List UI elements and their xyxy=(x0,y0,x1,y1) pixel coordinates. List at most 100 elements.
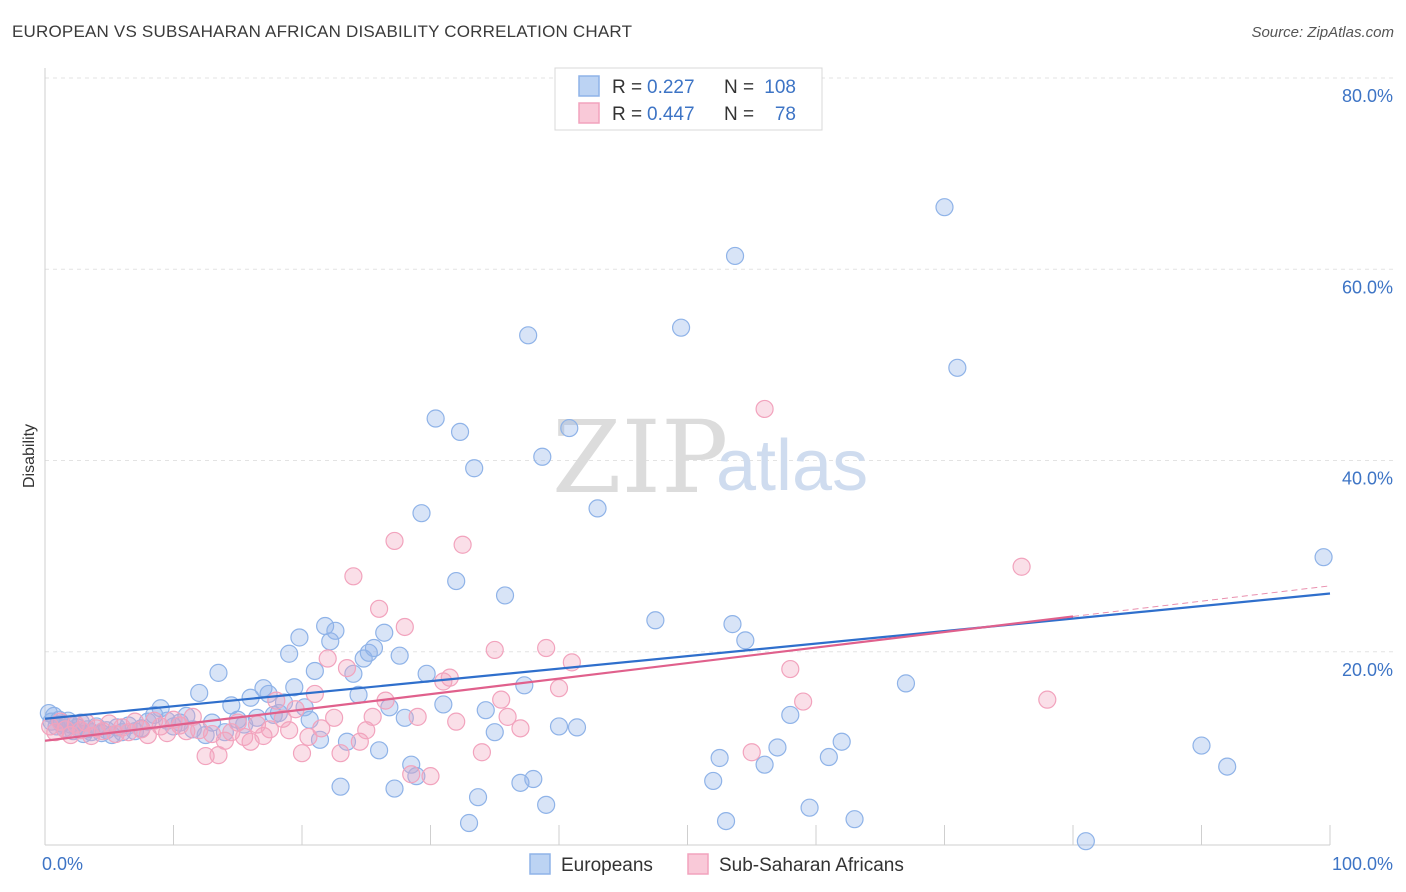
european-point xyxy=(370,741,389,760)
y-tick-labels: 20.0% 40.0% 60.0% 80.0% xyxy=(1342,86,1393,680)
watermark-zip: ZIP xyxy=(552,399,728,516)
subsaharan-point xyxy=(781,659,800,679)
european-point xyxy=(285,678,304,697)
subsaharan-point xyxy=(485,640,504,660)
subsaharan-point xyxy=(337,658,357,678)
european-point xyxy=(280,644,299,663)
european-point xyxy=(1218,757,1237,776)
subsaharan-point xyxy=(318,649,337,668)
subsaharan-point xyxy=(292,744,312,763)
european-point xyxy=(588,499,607,518)
european-point xyxy=(337,732,357,751)
european-point xyxy=(819,747,838,767)
legend-swatch-europeans xyxy=(578,75,600,97)
european-point xyxy=(725,246,745,266)
european-point xyxy=(723,615,742,634)
european-point xyxy=(671,318,691,337)
bottom-legend-swatch-subsaharan xyxy=(687,853,709,875)
chart-title: EUROPEAN VS SUBSAHARAN AFRICAN DISABILIT… xyxy=(12,22,633,41)
european-point xyxy=(390,646,409,665)
european-point xyxy=(768,738,787,757)
european-point xyxy=(326,621,345,640)
european-point xyxy=(515,676,534,695)
bottom-legend-swatch-europeans xyxy=(529,853,551,875)
european-point xyxy=(845,810,864,829)
subsaharan-point xyxy=(492,690,511,709)
european-point xyxy=(331,777,350,796)
source-label: Source: ZipAtlas.com xyxy=(1251,24,1394,41)
european-point xyxy=(896,674,916,693)
trend-line-subsaharan-extension xyxy=(1072,585,1331,617)
european-point xyxy=(417,664,436,683)
european-point xyxy=(800,798,819,817)
grid-lines xyxy=(45,77,1395,653)
subsaharan-point xyxy=(46,723,65,742)
legend-n-label-2: N = xyxy=(724,104,754,125)
subsaharan-point xyxy=(549,679,569,698)
y-tick-label: 80.0% xyxy=(1342,86,1393,106)
subsaharan-point xyxy=(260,720,279,739)
european-point xyxy=(375,623,394,642)
subsaharan-point xyxy=(254,726,273,746)
subsaharan-point xyxy=(196,746,215,766)
subsaharan-point xyxy=(537,638,556,658)
european-point xyxy=(533,447,552,466)
european-point xyxy=(290,628,309,647)
y-tick-label: 20.0% xyxy=(1342,660,1393,680)
watermark-atlas: atlas xyxy=(716,426,868,506)
subsaharan-point xyxy=(1012,557,1031,576)
legend-swatch-subsaharan xyxy=(578,102,600,124)
series-subsaharan-points xyxy=(41,399,1057,786)
subsaharan-point xyxy=(350,732,369,751)
european-point xyxy=(450,422,470,441)
subsaharan-point xyxy=(325,708,344,727)
axes xyxy=(44,68,1331,846)
subsaharan-point xyxy=(421,767,440,786)
european-point xyxy=(1192,736,1211,755)
subsaharan-point xyxy=(511,719,530,738)
trend-line-subsaharan xyxy=(44,615,1074,742)
legend-r-label-1: R = xyxy=(612,77,642,98)
subsaharan-point xyxy=(1038,690,1057,709)
trend-lines xyxy=(44,585,1331,742)
x-tick-label-end: 100.0% xyxy=(1332,854,1393,874)
x-tick-label-start: 0.0% xyxy=(42,854,83,874)
x-tick-labels: 0.0% 100.0% xyxy=(42,854,1393,874)
european-point xyxy=(935,198,954,217)
top-legend: R = 0.227 N = 108 R = 0.447 N = 78 xyxy=(554,67,823,131)
european-point xyxy=(704,771,723,791)
european-point xyxy=(736,631,755,650)
european-point xyxy=(537,795,556,814)
european-point xyxy=(716,811,736,831)
subsaharan-point xyxy=(453,535,472,554)
european-point xyxy=(549,717,569,736)
subsaharan-point xyxy=(794,692,813,711)
subsaharan-point xyxy=(402,765,421,784)
bottom-legend-europeans: Europeans xyxy=(561,855,653,876)
european-point xyxy=(459,813,479,833)
y-tick-label: 40.0% xyxy=(1342,469,1393,489)
european-point xyxy=(402,755,421,774)
subsaharan-point xyxy=(498,707,517,726)
european-point xyxy=(465,459,484,478)
european-point xyxy=(364,638,384,658)
subsaharan-point xyxy=(273,709,292,728)
subsaharan-point xyxy=(280,721,299,740)
european-point xyxy=(485,723,504,742)
subsaharan-point xyxy=(472,743,491,762)
subsaharan-point xyxy=(363,707,382,726)
european-point xyxy=(447,571,466,591)
subsaharan-point xyxy=(408,707,427,726)
subsaharan-point xyxy=(385,531,404,551)
european-point xyxy=(385,779,404,798)
european-point xyxy=(560,418,579,438)
subsaharan-point xyxy=(755,399,774,419)
european-point xyxy=(395,708,414,727)
european-point xyxy=(468,788,488,807)
subsaharan-point xyxy=(395,617,414,637)
subsaharan-point xyxy=(370,599,389,618)
y-axis-label: Disability xyxy=(21,424,38,488)
subsaharan-point xyxy=(299,727,318,747)
european-point xyxy=(434,695,453,714)
